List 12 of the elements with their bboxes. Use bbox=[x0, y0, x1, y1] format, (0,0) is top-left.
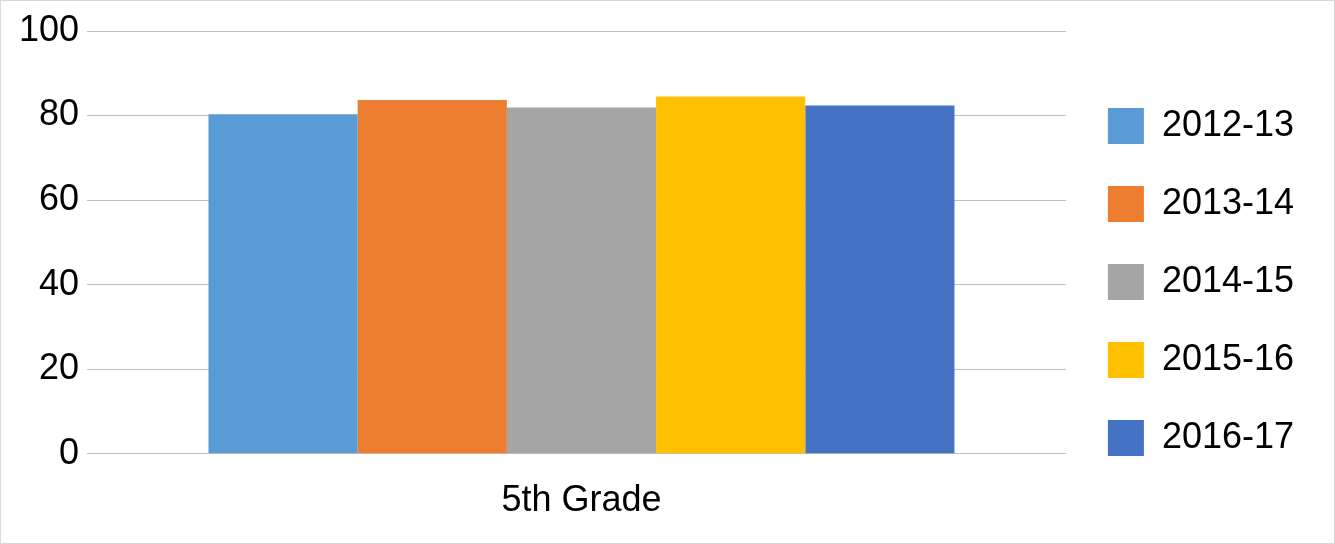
y-tick-label: 100 bbox=[18, 7, 80, 49]
legend-label: 2013-14 bbox=[1161, 180, 1295, 222]
legend-label: 2012-13 bbox=[1161, 102, 1295, 144]
x-tick-label: 5th Grade bbox=[501, 478, 662, 520]
legend-label: 2014-15 bbox=[1161, 258, 1295, 300]
y-tick-label: 80 bbox=[39, 92, 80, 134]
y-tick-label: 0 bbox=[59, 430, 80, 472]
legend-label: 2015-16 bbox=[1161, 336, 1295, 378]
legend-label: 2016-17 bbox=[1161, 414, 1295, 456]
y-tick-label: 60 bbox=[39, 177, 80, 219]
y-tick-label: 20 bbox=[39, 346, 80, 388]
y-tick-label: 40 bbox=[39, 261, 80, 303]
